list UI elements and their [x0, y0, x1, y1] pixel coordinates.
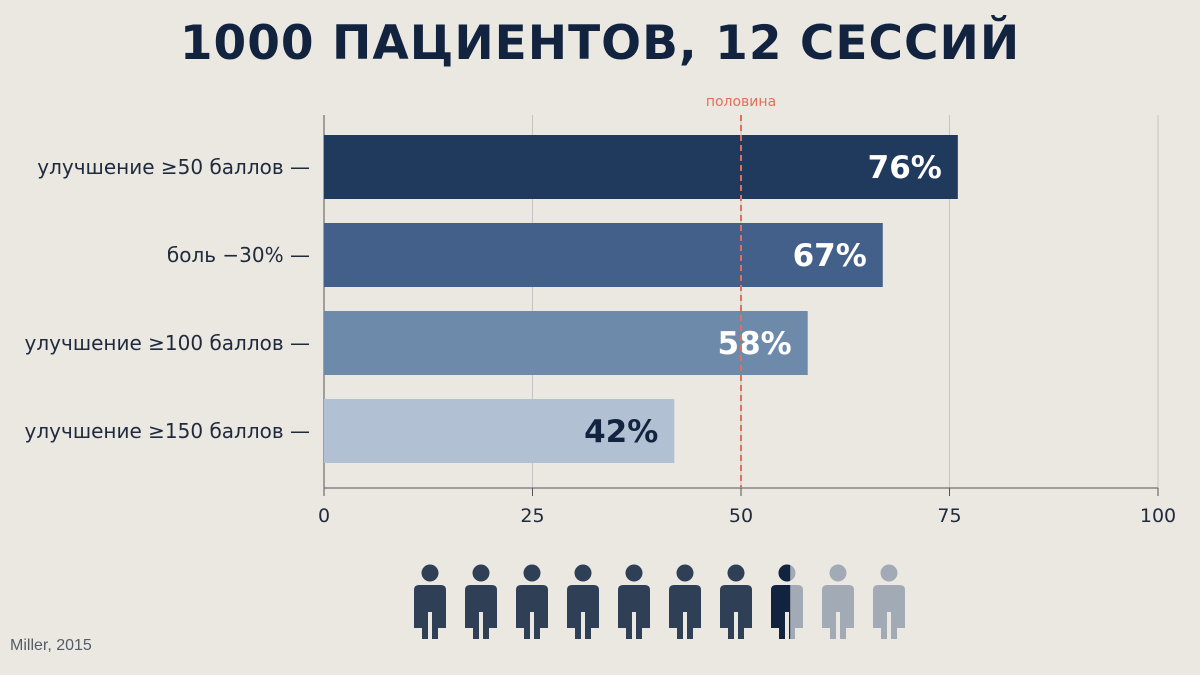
- person-icon: [669, 564, 701, 639]
- x-tick-label: 100: [1140, 505, 1176, 527]
- x-tick-label: 50: [729, 505, 753, 527]
- person-icon: [720, 564, 752, 639]
- chart-title: 1000 ПАЦИЕНТОВ, 12 СЕССИЙ: [179, 16, 1021, 71]
- bar: [324, 135, 958, 199]
- person-icon: [873, 564, 905, 639]
- bar: [324, 399, 675, 463]
- category-label: улучшение ≥150 баллов —: [25, 419, 310, 443]
- x-tick-label: 75: [937, 505, 961, 527]
- x-tick-label: 0: [318, 505, 330, 527]
- person-icon: [465, 564, 497, 639]
- person-icon: [414, 564, 446, 639]
- value-label: 58%: [718, 326, 792, 362]
- x-tick-label: 25: [520, 505, 544, 527]
- bar: [324, 223, 883, 287]
- bar: [324, 311, 808, 375]
- person-icon: [771, 564, 803, 639]
- reference-line-label: половина: [706, 94, 776, 110]
- person-icon: [516, 564, 548, 639]
- category-label: улучшение ≥100 баллов —: [25, 331, 310, 355]
- value-label: 42%: [584, 414, 658, 450]
- value-label: 67%: [793, 238, 867, 274]
- source-note: Miller, 2015: [10, 637, 92, 654]
- category-label: улучшение ≥50 баллов —: [37, 155, 310, 179]
- person-icon: [618, 564, 650, 639]
- category-label: боль −30% —: [167, 243, 310, 267]
- person-icon: [567, 564, 599, 639]
- value-label: 76%: [868, 150, 942, 186]
- person-icon: [822, 564, 854, 639]
- bar-chart: 0 25 50 75 100 улучшение ≥50 баллов — 76% боль …: [25, 94, 1177, 527]
